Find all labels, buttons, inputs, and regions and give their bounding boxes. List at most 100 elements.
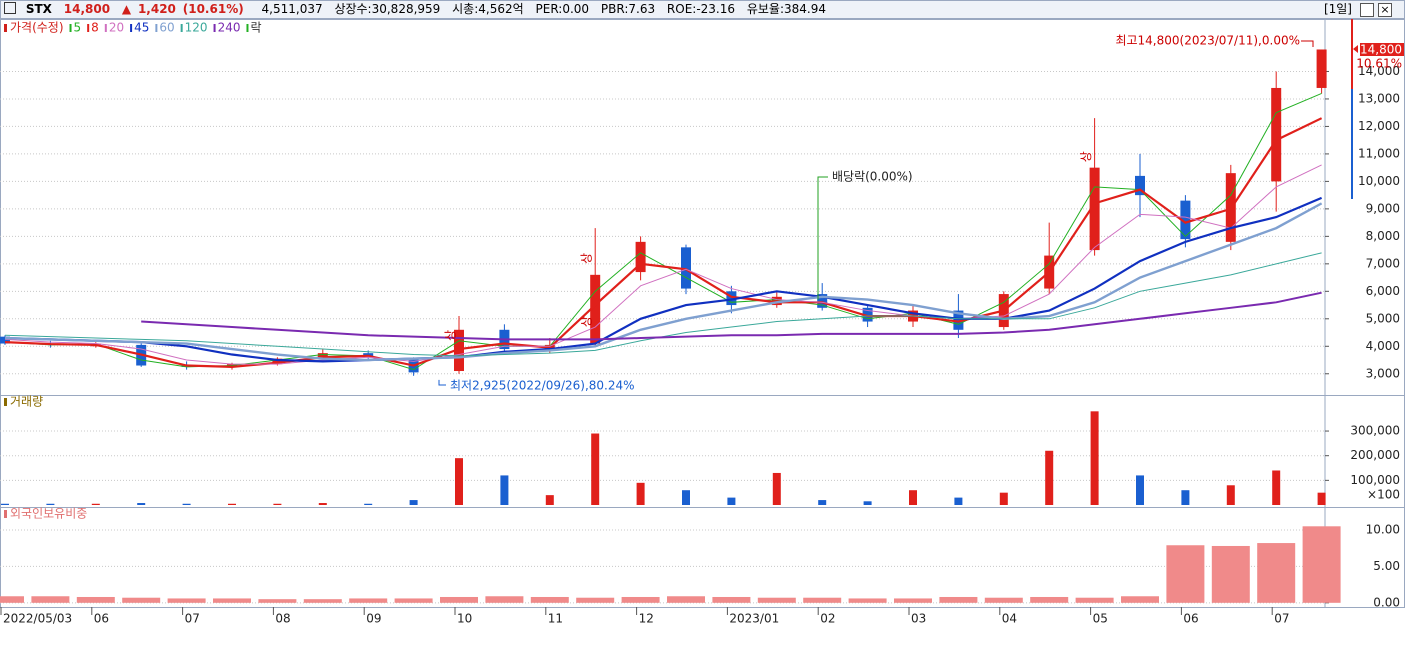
legend-marker bbox=[180, 24, 183, 32]
y-tick-label: 5,000 bbox=[1366, 311, 1400, 325]
holding-bar bbox=[213, 598, 251, 603]
volume-bar bbox=[954, 497, 963, 505]
legend-label: 45 bbox=[134, 21, 149, 35]
y-tick-label: 10.00 bbox=[1366, 522, 1400, 536]
legend-label: 락 bbox=[250, 21, 261, 35]
candle-body bbox=[317, 353, 328, 359]
volume-bar bbox=[46, 503, 55, 505]
holding-bar bbox=[1257, 543, 1296, 603]
market-cap: 시총:4,562억 bbox=[452, 2, 524, 16]
volume-bar bbox=[636, 482, 645, 505]
holding-bar bbox=[984, 597, 1023, 603]
x-tick-label: 04 bbox=[1002, 612, 1017, 626]
restore-button[interactable] bbox=[1360, 3, 1374, 17]
holding-bar bbox=[848, 598, 887, 603]
volume-bar bbox=[500, 475, 509, 505]
limit-up-marker: 상 bbox=[444, 330, 458, 341]
volume-bar bbox=[818, 500, 827, 505]
ma-line bbox=[4, 117, 1323, 368]
title-marker bbox=[4, 398, 7, 406]
limit-up-marker: 상 bbox=[1079, 151, 1093, 162]
high-arrow bbox=[1301, 40, 1314, 47]
legend-marker bbox=[104, 24, 107, 32]
checkbox[interactable] bbox=[4, 2, 16, 14]
candle-body bbox=[817, 294, 828, 308]
holding-bar bbox=[485, 596, 524, 603]
x-tick-label: 2022/05/03 bbox=[3, 612, 72, 626]
y-tick-label: 14,000 bbox=[1358, 64, 1400, 78]
volume-bar bbox=[91, 503, 100, 505]
holding-bar bbox=[894, 598, 932, 603]
high-annotation: 최고14,800(2023/07/11),0.00% bbox=[1115, 34, 1300, 48]
y-tick-label: 11,000 bbox=[1358, 146, 1400, 160]
holding-bar bbox=[1121, 596, 1159, 603]
holding-bar bbox=[576, 597, 615, 603]
volume-bar bbox=[182, 503, 191, 505]
price-pointer bbox=[1353, 45, 1358, 53]
candle-body bbox=[1180, 200, 1191, 240]
y-tick-label: 9,000 bbox=[1366, 201, 1400, 215]
y-tick-label: 12,000 bbox=[1358, 119, 1400, 133]
holding-bar bbox=[803, 597, 842, 603]
candle-body bbox=[454, 329, 464, 372]
holding-bar bbox=[76, 596, 115, 603]
holding-bar bbox=[0, 596, 24, 603]
volume-bar bbox=[273, 503, 282, 505]
listed: 상장수:30,828,959 bbox=[334, 2, 441, 16]
volume-bar bbox=[228, 503, 236, 505]
volume-bar bbox=[1226, 485, 1235, 505]
volume-bar bbox=[364, 503, 373, 505]
y-tick-label: 6,000 bbox=[1366, 284, 1400, 298]
holding-bar bbox=[1166, 545, 1205, 603]
candle-body bbox=[590, 274, 601, 344]
y-tick-label: 0.00 bbox=[1373, 595, 1400, 609]
holding-bar bbox=[349, 598, 388, 603]
x-tick-label: 10 bbox=[457, 612, 472, 626]
y-tick-label: 10,000 bbox=[1358, 174, 1400, 188]
volume-bar bbox=[1272, 470, 1281, 505]
period[interactable]: [1일] bbox=[1323, 2, 1352, 16]
holding-bar bbox=[1302, 526, 1341, 603]
volume-bar bbox=[545, 495, 554, 505]
x-tick-label: 08 bbox=[275, 612, 290, 626]
holding-bar bbox=[258, 599, 297, 603]
volume-bar bbox=[999, 492, 1008, 505]
ma-line bbox=[4, 252, 1322, 357]
holding-bar bbox=[167, 598, 206, 603]
volume-bar bbox=[409, 500, 418, 505]
candle-body bbox=[1135, 175, 1145, 196]
y-tick-label: 4,000 bbox=[1366, 339, 1400, 353]
dividend-line bbox=[817, 176, 828, 300]
ma-line bbox=[4, 164, 1322, 365]
low-arrow bbox=[438, 379, 446, 386]
candle-body bbox=[771, 296, 782, 306]
volume-bar bbox=[1317, 492, 1326, 505]
legend-label: 20 bbox=[109, 21, 124, 35]
holding-bar bbox=[122, 597, 161, 603]
x-tick-label: 09 bbox=[366, 612, 381, 626]
x-tick-label: 02 bbox=[820, 612, 835, 626]
y-tick-label: 100,000 bbox=[1350, 473, 1400, 487]
legend-label: 8 bbox=[91, 21, 99, 35]
holding-bar bbox=[31, 596, 70, 603]
holding-bar bbox=[1211, 545, 1250, 603]
change-rate: (10.61%) bbox=[182, 2, 244, 16]
per: PER:0.00 bbox=[535, 2, 590, 16]
y-tick-label: 200,000 bbox=[1350, 448, 1400, 462]
holding-bar bbox=[1030, 596, 1069, 603]
volume-bar bbox=[137, 503, 146, 505]
holding-bar bbox=[621, 596, 660, 603]
volume-bar bbox=[1136, 475, 1144, 505]
legend-label: 5 bbox=[74, 21, 82, 35]
close-button[interactable]: × bbox=[1378, 3, 1392, 17]
price-tag-box bbox=[1360, 43, 1404, 56]
ma-line bbox=[4, 92, 1322, 371]
holding-bar bbox=[394, 598, 433, 603]
candle-body bbox=[1271, 87, 1282, 182]
panel-title: 가격(수정) bbox=[10, 21, 64, 35]
x-tick-label: 03 bbox=[911, 612, 926, 626]
x-tick-label: 07 bbox=[1274, 612, 1289, 626]
legend-label: 60 bbox=[159, 21, 174, 35]
arrow: ▲ bbox=[121, 2, 132, 16]
panel-title: 외국인보유비중 bbox=[10, 507, 87, 521]
